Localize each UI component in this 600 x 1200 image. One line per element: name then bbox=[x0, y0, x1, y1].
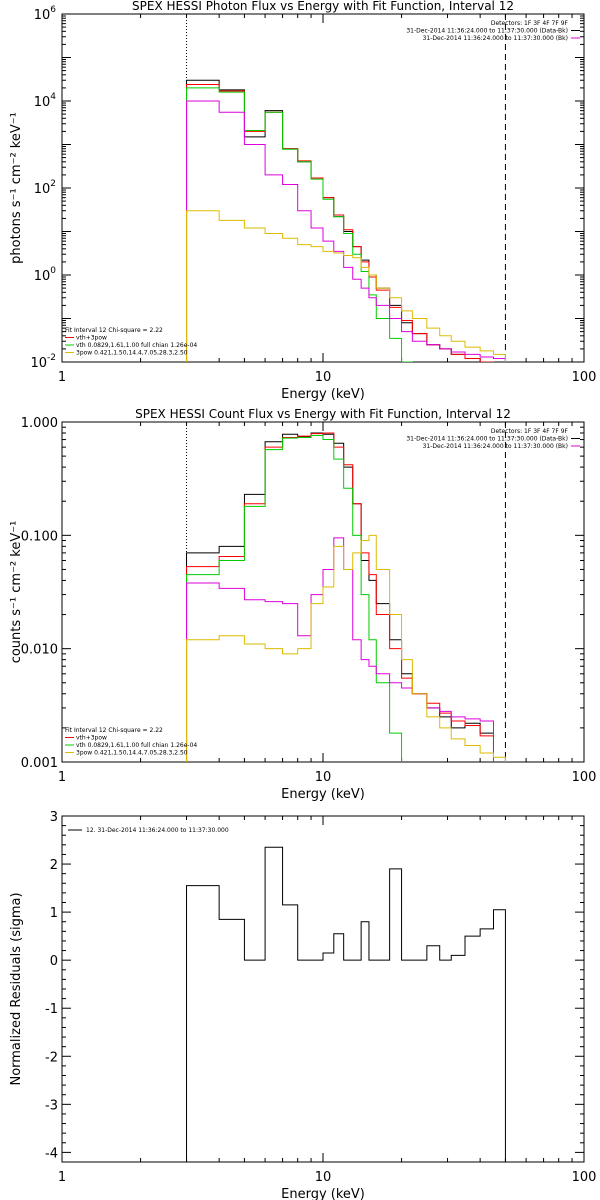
x-tick-label: 100 bbox=[572, 1170, 597, 1185]
series-4-line bbox=[186, 537, 494, 762]
chart-panel-1: SPEX HESSI Photon Flux vs Energy with Fi… bbox=[9, 0, 596, 402]
y-tick-label: 0 bbox=[50, 954, 58, 969]
series-5-line bbox=[186, 210, 506, 362]
y-tick-label: 0.010 bbox=[21, 643, 58, 658]
y-tick-label: 2 bbox=[50, 858, 58, 873]
y-tick-label: -3 bbox=[45, 1098, 58, 1113]
y-axis-label: Normalized Residuals (sigma) bbox=[9, 892, 24, 1085]
series-2-line bbox=[186, 432, 494, 762]
y-tick-label: 1 bbox=[50, 906, 58, 921]
legend-entry: vth 0.0829,1.61,1.00 full chian 1.26e-04 bbox=[76, 342, 197, 349]
y-axis-label: counts s⁻¹ cm⁻² keV⁻¹ bbox=[9, 521, 24, 664]
legend-entry: Fit Interval 12 Chi-square = 2.22 bbox=[65, 727, 163, 734]
legend-entry: 31-Dec-2014 11:36:24.000 to 11:37:30.000… bbox=[406, 436, 568, 443]
y-tick-label: 100 bbox=[34, 266, 57, 284]
y-tick-exponent: 6 bbox=[50, 5, 56, 15]
x-axis-label: Energy (keV) bbox=[281, 1187, 365, 1200]
y-tick-exponent: 4 bbox=[50, 92, 56, 102]
y-tick-label: 0.100 bbox=[21, 529, 58, 544]
x-tick-label: 1 bbox=[58, 370, 66, 385]
y-tick-exponent: 2 bbox=[50, 179, 56, 189]
series-1-line bbox=[186, 432, 494, 762]
series-3-line bbox=[186, 435, 403, 762]
y-tick-base: 10 bbox=[34, 182, 51, 197]
y-tick-base: 10 bbox=[34, 95, 51, 110]
y-tick-label: 104 bbox=[34, 92, 57, 110]
series-group bbox=[186, 846, 506, 1162]
series-1-line bbox=[186, 79, 494, 362]
x-tick-label: 1 bbox=[58, 1170, 66, 1185]
y-tick-label: 1.000 bbox=[21, 416, 58, 431]
y-tick-label: -4 bbox=[45, 1146, 58, 1161]
y-tick-exponent: -2 bbox=[47, 353, 56, 363]
series-2-line bbox=[186, 83, 494, 362]
legend-entry: 31-Dec-2014 11:36:24.000 to 11:37:30.000… bbox=[406, 28, 568, 35]
x-tick-label: 100 bbox=[572, 770, 597, 785]
y-tick-label: -1 bbox=[45, 1002, 58, 1017]
legend-entry: 12. 31-Dec-2014 11:36:24.000 to 11:37:30… bbox=[86, 827, 229, 834]
y-tick-base: 10 bbox=[34, 269, 51, 284]
x-tick-label: 10 bbox=[315, 370, 332, 385]
y-tick-label: 106 bbox=[34, 5, 57, 23]
y-tick-base: 10 bbox=[34, 8, 51, 23]
x-axis-label: Energy (keV) bbox=[281, 787, 365, 802]
x-axis-label: Energy (keV) bbox=[281, 387, 365, 402]
x-tick-label: 1 bbox=[58, 770, 66, 785]
legend-entry: Fit Interval 12 Chi-square = 2.22 bbox=[65, 327, 163, 334]
x-tick-label: 10 bbox=[315, 1170, 332, 1185]
legend-entry: Detectors: 1F 3F 4F 7F 9F bbox=[491, 428, 569, 435]
y-axis-label: photons s⁻¹ cm⁻² keV⁻¹ bbox=[9, 112, 24, 264]
series-3-line bbox=[186, 87, 413, 362]
x-tick-label: 100 bbox=[572, 370, 597, 385]
legend-entry: 3pow 0.421,1.50,14.4,7.05,28.3,2.50 bbox=[76, 350, 188, 357]
series-4-line bbox=[186, 100, 506, 362]
y-tick-base: 10 bbox=[30, 356, 47, 371]
chart-title: SPEX HESSI Photon Flux vs Energy with Fi… bbox=[132, 0, 514, 13]
legend-entry: 31-Dec-2014 11:36:24.000 to 11:37:30.000… bbox=[423, 443, 568, 450]
series-group bbox=[186, 432, 506, 762]
legend-entry: 3pow 0.421,1.50,14.4,7.05,28.3,2.50 bbox=[76, 750, 188, 757]
legend-entry: vth+3pow bbox=[76, 735, 107, 742]
y-tick-exponent: 0 bbox=[50, 266, 56, 276]
series-group bbox=[186, 79, 506, 362]
y-tick-label: 0.001 bbox=[21, 756, 58, 771]
x-tick-label: 10 bbox=[315, 770, 332, 785]
legend-entry: 31-Dec-2014 11:36:24.000 to 11:37:30.000… bbox=[423, 35, 568, 42]
y-tick-label: -2 bbox=[45, 1050, 58, 1065]
legend-entry: vth 0.0829,1.61,1.00 full chian 1.26e-04 bbox=[76, 742, 197, 749]
legend-entry: vth+3pow bbox=[76, 335, 107, 342]
y-tick-label: 10-2 bbox=[30, 353, 56, 371]
series-5-line bbox=[186, 534, 506, 762]
y-tick-label: 3 bbox=[50, 810, 58, 825]
chart-title: SPEX HESSI Count Flux vs Energy with Fit… bbox=[135, 407, 511, 421]
chart-panel-2: SPEX HESSI Count Flux vs Energy with Fit… bbox=[9, 407, 596, 802]
y-tick-label: 102 bbox=[34, 179, 56, 197]
series-1-line bbox=[186, 846, 506, 1162]
legend-entry: Detectors: 1F 3F 4F 7F 9F bbox=[491, 20, 569, 27]
